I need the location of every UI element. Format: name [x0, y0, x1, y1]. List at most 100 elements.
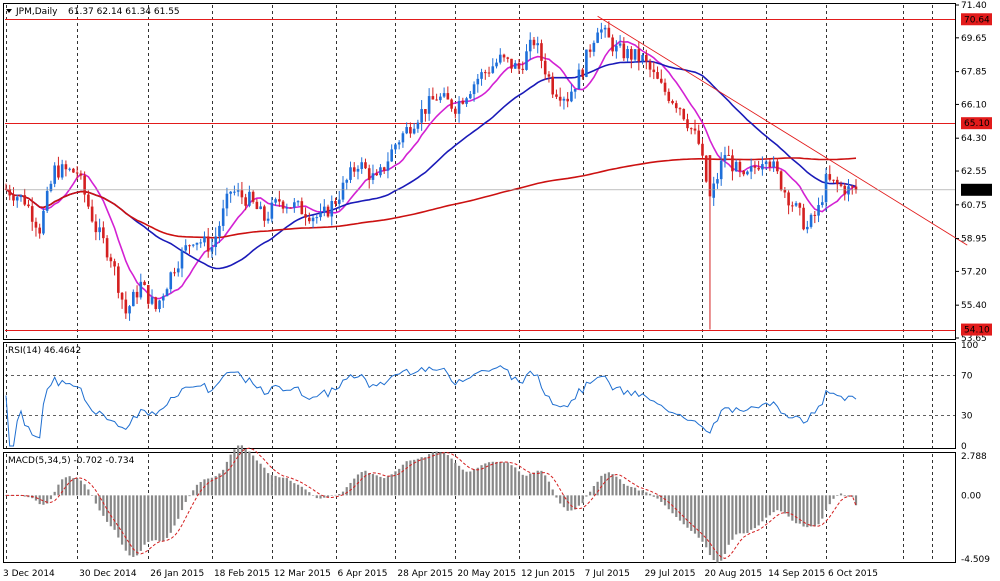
- macd-bar: [311, 495, 315, 496]
- macd-bar: [289, 480, 292, 496]
- macd-bar: [574, 495, 577, 510]
- candle-body: [135, 291, 139, 298]
- macd-bar: [87, 489, 90, 496]
- trendline[interactable]: [597, 15, 968, 246]
- candle-body: [42, 210, 45, 234]
- rsi-tick-label: 100: [961, 341, 978, 351]
- rsi-title: RSI(14) 46.4642: [8, 346, 81, 356]
- macd-bar: [476, 467, 479, 496]
- ohlc-readout: 61.37 62.14 61.34 61.55: [68, 7, 180, 17]
- candle-body: [570, 91, 573, 102]
- macd-bar: [49, 495, 53, 500]
- macd-bar: [551, 489, 554, 496]
- level-label: 70.64: [964, 15, 990, 25]
- candle-body: [693, 128, 697, 131]
- macd-bar: [398, 468, 401, 496]
- macd-bar: [663, 495, 667, 506]
- candlesticks: [4, 21, 858, 330]
- candle-body: [465, 98, 468, 104]
- candle-body: [23, 195, 27, 205]
- macd-bar: [686, 495, 689, 528]
- candle-body: [487, 72, 491, 74]
- candle-body: [154, 297, 158, 310]
- macd-bar: [281, 477, 285, 496]
- macd-bar: [188, 495, 191, 497]
- macd-bar: [461, 469, 464, 496]
- candle-body: [622, 43, 626, 59]
- level-label-box: [961, 13, 992, 26]
- macd-bar: [806, 495, 809, 528]
- macd-signal-line: [6, 447, 857, 559]
- macd-bar: [716, 495, 719, 563]
- macd-bar: [199, 482, 202, 496]
- macd-bar: [293, 483, 296, 496]
- macd-bar: [633, 487, 637, 496]
- macd-bar: [600, 475, 603, 496]
- candle-body: [682, 109, 686, 120]
- candle-body: [581, 69, 584, 77]
- candle-body: [75, 172, 79, 174]
- candle-body: [263, 206, 266, 221]
- macd-bar: [94, 495, 97, 504]
- macd-bar: [169, 495, 172, 533]
- horizontal-levels: [5, 19, 955, 331]
- candle-body: [124, 299, 128, 314]
- macd-bar: [768, 495, 771, 516]
- macd-bar: [577, 495, 581, 506]
- candle-body: [472, 84, 476, 95]
- macd-bar: [263, 467, 266, 496]
- candle-body: [727, 154, 730, 156]
- macd-bar: [641, 490, 644, 496]
- macd-bar: [495, 461, 498, 496]
- macd-bar: [113, 495, 116, 530]
- resistance-trendline: [597, 15, 968, 246]
- candle-body: [689, 128, 693, 130]
- macd-bar: [154, 495, 157, 541]
- candle-body: [476, 78, 480, 85]
- candle-body: [633, 49, 637, 60]
- macd-indicator: 2.788 0.00 -4.509: [4, 445, 990, 565]
- candle-body: [210, 247, 214, 252]
- macd-bar: [839, 493, 843, 496]
- macd-bar: [454, 462, 457, 496]
- candle-body: [510, 58, 513, 69]
- candle-body: [87, 194, 90, 207]
- macd-bar: [109, 495, 112, 527]
- candle-body: [757, 167, 760, 170]
- macd-bar: [128, 495, 131, 556]
- candle-body: [191, 244, 195, 246]
- price-panel-frame: [3, 3, 956, 340]
- candle-body: [371, 173, 375, 180]
- candle-body: [603, 27, 607, 30]
- candle-body: [502, 54, 506, 58]
- candle-body: [828, 174, 832, 180]
- candle-body: [334, 201, 337, 204]
- macd-bar: [622, 483, 625, 496]
- macd-bar: [180, 495, 184, 511]
- candle-body: [229, 191, 232, 194]
- macd-bar: [435, 451, 438, 496]
- candle-body: [663, 82, 667, 92]
- candle-body: [719, 160, 723, 180]
- macd-bar: [521, 474, 524, 496]
- candle-body: [450, 99, 453, 109]
- candle-body: [296, 201, 300, 203]
- macd-bar: [135, 495, 139, 556]
- candle-body: [446, 93, 450, 100]
- candle-body: [218, 225, 221, 237]
- candle-body: [79, 173, 83, 176]
- macd-bar: [645, 492, 648, 496]
- macd-bar: [323, 495, 326, 498]
- macd-bar: [570, 495, 573, 511]
- triangle-down-icon[interactable]: [6, 9, 12, 13]
- candle-body: [4, 188, 8, 190]
- candle-body: [847, 186, 850, 195]
- candle-body: [540, 43, 543, 61]
- macd-bar: [720, 495, 723, 561]
- macd-bar: [446, 455, 449, 496]
- candle-body: [536, 43, 540, 46]
- candle-body: [49, 183, 53, 191]
- macd-bar: [592, 485, 595, 496]
- candle-body: [787, 192, 790, 206]
